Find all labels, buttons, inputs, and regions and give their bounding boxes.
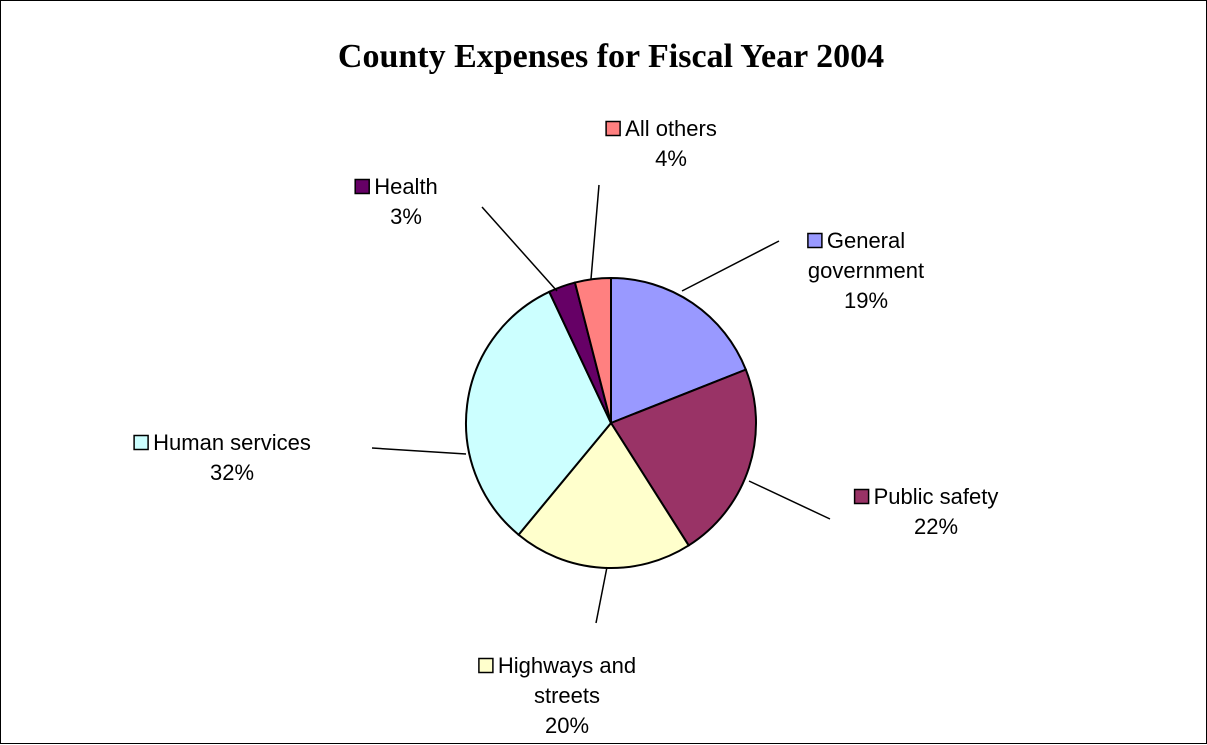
pie-slice-highways-and-streets xyxy=(517,421,691,569)
pie-slices xyxy=(465,276,757,569)
slice-percent-health: 3% xyxy=(390,204,422,229)
slice-percent-public-safety: 22% xyxy=(914,514,958,539)
chart-title: County Expenses for Fiscal Year 2004 xyxy=(338,38,884,75)
leader-line-health xyxy=(481,206,558,292)
slice-name-highways-and-streets: streets xyxy=(534,683,600,708)
pie-slice-all-others xyxy=(573,276,612,424)
leader-lines xyxy=(371,184,831,624)
slice-label-all-others: All others 4% xyxy=(605,116,717,171)
leader-line-all-others xyxy=(590,184,600,280)
slice-percent-all-others: 4% xyxy=(655,146,687,171)
slice-percent-human-services: 32% xyxy=(210,460,254,485)
legend-swatch-general-government xyxy=(807,232,823,249)
pie-slice-public-safety xyxy=(609,368,757,547)
pie-slice-general-government xyxy=(610,276,748,425)
leader-line-general-government xyxy=(681,240,780,292)
slice-label-human-services: Human services 32% xyxy=(133,430,311,485)
legend-swatch-public-safety xyxy=(853,488,870,505)
leader-line-highways-and-streets xyxy=(595,566,608,624)
legend-swatch-human-services xyxy=(133,434,149,451)
slice-label-highways-and-streets: Highways and streets 20% xyxy=(478,653,636,738)
legend-swatch-health xyxy=(354,178,370,195)
slice-name-health: Health xyxy=(374,174,438,199)
legend-swatch-highways-and-streets xyxy=(478,657,494,674)
slice-label-general-government: General government 19% xyxy=(807,228,924,313)
slice-label-health: Health 3% xyxy=(354,174,438,229)
slice-label-public-safety: Public safety 22% xyxy=(853,484,999,539)
slice-percent-highways-and-streets: 20% xyxy=(545,713,589,738)
leader-line-human-services xyxy=(371,447,467,455)
slice-name-highways-and-streets: Highways and xyxy=(498,653,636,678)
legend-swatch-all-others xyxy=(605,120,621,137)
slice-labels: General government 19% Public safety 22% High… xyxy=(133,116,999,738)
pie-slice-human-services xyxy=(465,290,613,537)
slice-name-human-services: Human services xyxy=(153,430,311,455)
slice-name-public-safety: Public safety xyxy=(874,484,999,509)
slice-name-general-government: government xyxy=(808,258,924,283)
slice-name-all-others: All others xyxy=(625,116,717,141)
slice-percent-general-government: 19% xyxy=(844,288,888,313)
slice-name-general-government: General xyxy=(827,228,905,253)
leader-line-public-safety xyxy=(748,480,831,520)
